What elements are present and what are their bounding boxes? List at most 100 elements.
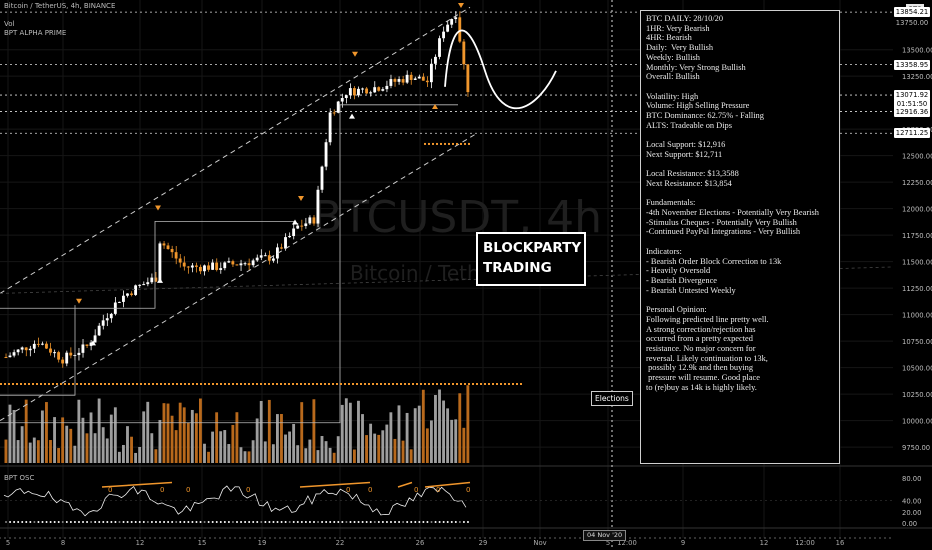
candle-body (393, 79, 397, 82)
bottom-dot (89, 537, 91, 539)
bottom-dot (874, 537, 876, 539)
channel-upper (0, 6, 471, 294)
volume-bar (211, 431, 215, 463)
bottom-dot (674, 537, 676, 539)
candle-body (134, 285, 138, 295)
candle-body (458, 17, 462, 42)
candle-body (130, 293, 133, 295)
dotted-marker (428, 142, 430, 145)
candle-body (126, 293, 129, 296)
bottom-dot (564, 537, 566, 539)
bottom-dot (509, 537, 511, 539)
signal-dot (280, 521, 283, 523)
dotted-support (336, 383, 338, 385)
dotted-marker (432, 142, 434, 145)
dotted-support (304, 383, 306, 385)
price-tag[interactable]: 01:51:50 (894, 98, 930, 109)
bottom-dot (459, 537, 461, 539)
signal-dot (61, 521, 64, 523)
bottom-dot (754, 537, 756, 539)
sell-signal-icon (352, 51, 358, 57)
volume-bar (170, 415, 174, 463)
volume-bar (381, 430, 385, 463)
bottom-dot (384, 537, 386, 539)
bottom-dot (344, 537, 346, 539)
bottom-dot (454, 537, 456, 539)
price-tag[interactable]: 13358.95 (894, 59, 930, 70)
price-tag[interactable]: 12711.25 (894, 128, 930, 139)
bottom-dot (854, 537, 856, 539)
analysis-textbox[interactable]: BTC DAILY: 28/10/20 1HR: Very Bearish 4HR… (640, 10, 840, 464)
bottom-dot (709, 537, 711, 539)
dotted-support (48, 383, 50, 385)
signal-dot (134, 521, 137, 523)
volume-bar (81, 417, 85, 463)
dotted-support (492, 383, 494, 385)
indicator-vol-label[interactable]: Vol (4, 20, 15, 28)
dotted-support (264, 383, 266, 385)
candle-body (434, 56, 437, 64)
candle-body (231, 261, 235, 265)
bottom-dot (254, 537, 256, 539)
osc-label[interactable]: BPT OSC (4, 474, 35, 482)
signal-dot (410, 521, 413, 523)
candle-body (377, 87, 381, 91)
osc-marker: 0 (186, 486, 190, 494)
volume-bar (24, 399, 28, 463)
candle-body (389, 79, 393, 86)
indicator-alpha-label[interactable]: BPT ALPHA PRIME (4, 29, 67, 37)
bottom-dot (889, 537, 891, 539)
candle-body (85, 344, 89, 346)
dotted-support (316, 383, 318, 385)
candle-body (328, 112, 332, 143)
signal-dot (426, 521, 429, 523)
bottom-dot (804, 537, 806, 539)
dotted-support (32, 383, 34, 385)
dotted-support (376, 383, 378, 385)
candle-body (316, 189, 320, 224)
bottom-dot (679, 537, 681, 539)
volume-bar (158, 419, 162, 463)
dotted-support (280, 383, 282, 385)
bottom-dot (774, 537, 776, 539)
signal-dot (264, 521, 267, 523)
dotted-support (92, 383, 94, 385)
price-tag[interactable]: 12916.36 (894, 106, 930, 117)
dotted-support (228, 383, 230, 385)
volume-bar (365, 435, 368, 463)
signal-dot (284, 521, 287, 523)
bottom-dot (544, 537, 546, 539)
divergence-line (424, 481, 471, 488)
signal-dot (227, 521, 230, 523)
bottom-dot (864, 537, 866, 539)
dotted-support (320, 383, 322, 385)
signal-dot (207, 521, 210, 523)
bottom-dot (214, 537, 216, 539)
price-tag[interactable]: 13750.00 (895, 19, 929, 28)
buy-signal-icon (432, 104, 438, 110)
x-tick-label: 22 (336, 539, 345, 547)
dotted-support (84, 383, 86, 385)
candle-body (280, 247, 283, 249)
candle-body (425, 80, 429, 83)
bottom-dot (184, 537, 186, 539)
candle-body (312, 217, 316, 224)
signal-dot (389, 521, 392, 523)
candle-body (438, 38, 441, 57)
volume-bar (336, 436, 340, 463)
bottom-dot (764, 537, 766, 539)
dotted-support (360, 383, 362, 385)
volume-bar (377, 434, 381, 463)
dotted-support (368, 383, 370, 385)
elections-label[interactable]: Elections (591, 391, 633, 406)
bottom-dot (294, 537, 296, 539)
candle-body (40, 343, 44, 345)
signal-dot (82, 521, 85, 523)
price-tag[interactable]: 13854.21 (894, 7, 930, 18)
dotted-support (176, 383, 178, 385)
bottom-dot (79, 537, 81, 539)
price-tag[interactable]: 13071.92 (894, 90, 930, 101)
volume-bar (178, 402, 182, 463)
signal-dot (434, 521, 437, 523)
